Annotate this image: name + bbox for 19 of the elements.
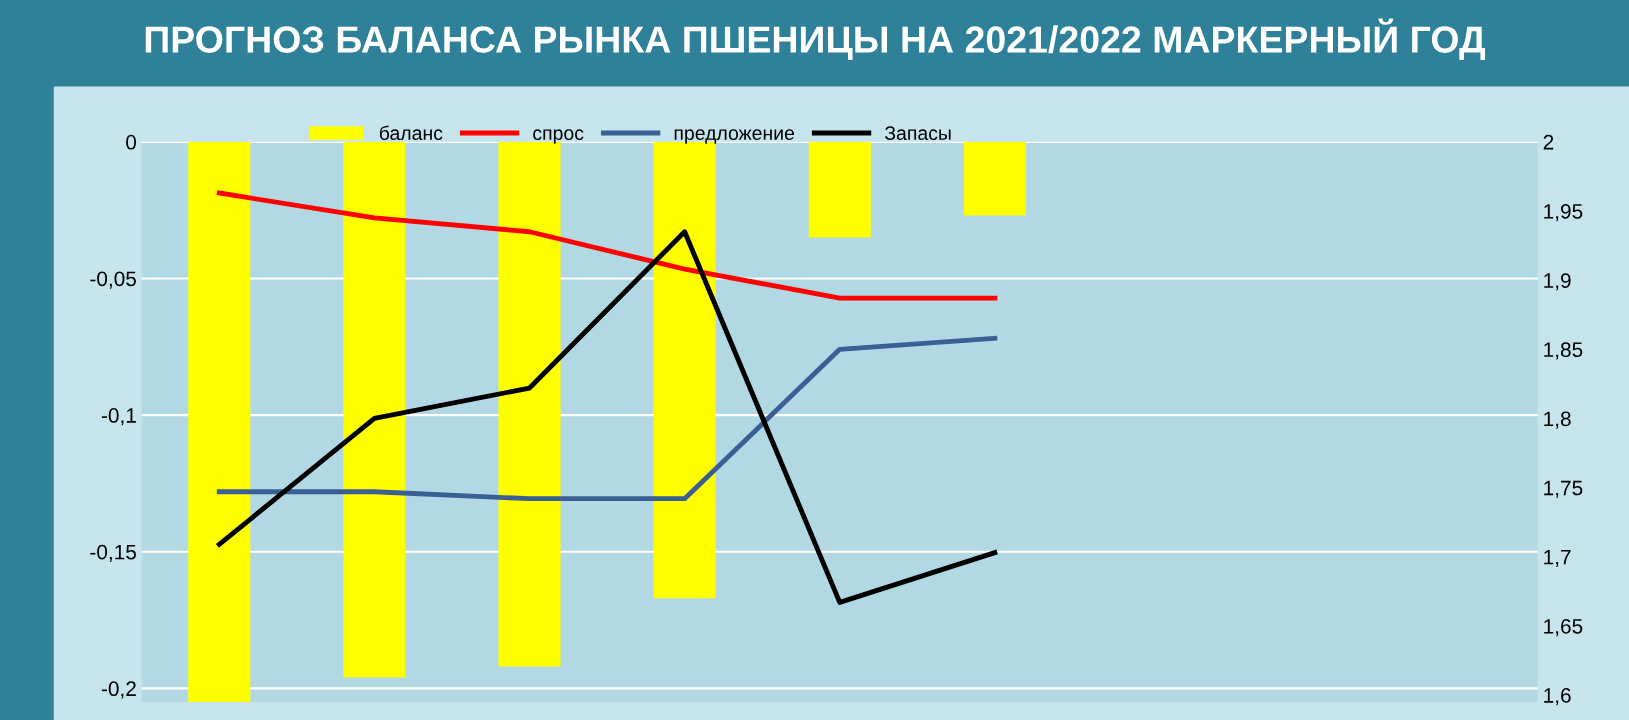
y2-tick-label: 1,8 <box>1544 411 1571 429</box>
y-tick-label: -0,15 <box>90 544 136 562</box>
chart-title: ПРОГНОЗ БАЛАНСА РЫНКА ПШЕНИЦЫ НА 2021/2022 МАРКЕРНЫЙ ГОД <box>145 18 1486 60</box>
legend-label: баланс <box>379 125 443 141</box>
y2-tick-label: 1,9 <box>1544 273 1571 291</box>
y2-tick-label: 1,85 <box>1544 342 1583 360</box>
legend-label: спрос <box>533 129 584 144</box>
legend-label: предложение <box>674 129 794 144</box>
y-tick-label: 0 <box>126 134 137 150</box>
y2-tick-label: 1,75 <box>1544 480 1583 498</box>
y2-tick-label: 2 <box>1543 134 1554 150</box>
y2-tick-label: 1,65 <box>1544 618 1583 637</box>
y2-tick-label: 1,6 <box>1544 688 1571 706</box>
y-tick-label: -0,05 <box>90 271 136 289</box>
y2-tick-label: 1,95 <box>1544 204 1583 222</box>
y-tick-label: -0,1 <box>101 408 136 426</box>
y2-tick-label: 1,7 <box>1544 549 1571 567</box>
legend-label: Запасы <box>884 126 951 141</box>
y-tick-label: -0,2 <box>101 681 136 699</box>
